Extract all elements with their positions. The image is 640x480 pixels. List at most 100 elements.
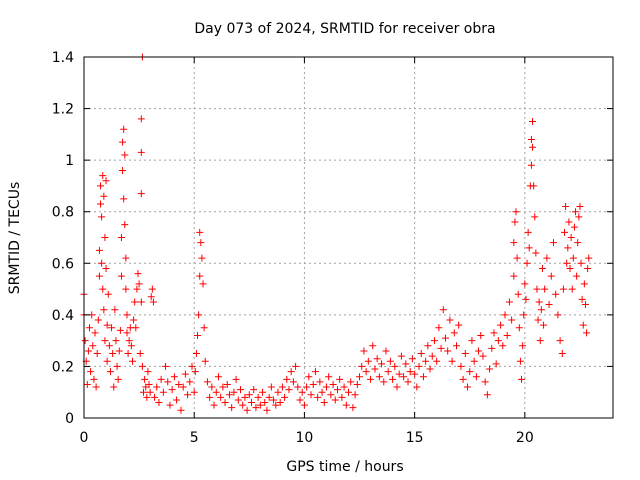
data-point-plus [441,334,449,342]
data-point-plus [245,391,253,399]
data-point-plus [276,399,284,407]
data-point-plus [131,298,139,306]
data-point-plus [210,401,218,409]
data-point-plus [164,378,172,386]
data-point-plus [307,391,315,399]
data-point-plus [530,182,538,190]
data-point-plus [569,254,577,262]
data-point-plus [411,370,419,378]
data-point-plus [241,393,249,401]
data-point-plus [84,347,92,355]
data-point-plus [367,375,375,383]
data-point-plus [406,368,414,376]
data-point-plus [173,396,181,404]
data-point-plus [428,352,436,360]
data-point-plus [391,362,399,370]
data-point-plus [568,285,576,293]
data-point-plus [254,393,262,401]
data-point-plus [537,306,545,314]
data-point-plus [514,290,522,298]
data-point-plus [450,329,458,337]
data-points [80,53,593,414]
data-point-plus [111,306,119,314]
data-point-plus [123,329,131,337]
data-point-plus [223,380,231,388]
data-point-plus [488,344,496,352]
data-point-plus [243,406,251,414]
data-point-plus [535,298,543,306]
data-point-plus [353,380,361,388]
data-point-plus [461,350,469,358]
data-point-plus [194,331,202,339]
data-point-plus [292,362,300,370]
data-point-plus [143,393,151,401]
data-point-plus [122,254,130,262]
data-point-plus [510,239,518,247]
data-point-plus [311,368,319,376]
data-point-plus [148,285,156,293]
data-point-plus [162,362,170,370]
data-point-plus [101,337,109,345]
data-point-plus [524,228,532,236]
data-point-plus [503,331,511,339]
data-point-plus [184,391,192,399]
data-point-plus [527,161,535,169]
data-point-plus [575,213,583,221]
data-point-plus [576,203,584,211]
data-point-plus [81,337,89,345]
y-axis-label: SRMTID / TECUs [7,182,23,295]
data-point-plus [196,272,204,280]
data-point-plus [481,378,489,386]
data-point-plus [97,182,105,190]
data-point-plus [137,115,145,123]
data-point-plus [320,399,328,407]
data-point-plus [221,399,229,407]
data-point-plus [136,350,144,358]
data-point-plus [501,311,509,319]
data-point-plus [214,373,222,381]
data-point-plus [413,383,421,391]
data-point-plus [543,254,551,262]
data-point-plus [347,378,355,386]
data-point-plus [483,391,491,399]
data-point-plus [285,386,293,394]
data-point-plus [444,347,452,355]
y-tick-label: 0 [65,411,74,427]
data-point-plus [364,357,372,365]
data-point-plus [191,368,199,376]
data-point-plus [540,321,548,329]
data-point-plus [138,362,146,370]
data-point-plus [523,259,531,267]
data-point-plus [415,362,423,370]
data-point-plus [356,373,364,381]
axis-ticks: 0 5 10 15 20 0 0.2 0.4 0.6 0.8 1 1.2 1.4 [52,50,613,446]
data-point-plus [533,285,541,293]
data-point-plus [380,378,388,386]
data-point-plus [198,254,206,262]
data-point-plus [554,311,562,319]
data-point-plus [119,138,127,146]
data-point-plus [217,393,225,401]
data-point-plus [455,321,463,329]
data-point-plus [448,357,456,365]
data-point-plus [521,280,529,288]
data-point-plus [132,324,140,332]
data-point-plus [87,368,95,376]
data-point-plus [479,352,487,360]
data-point-plus [585,254,593,262]
data-point-plus [541,285,549,293]
data-point-plus [422,357,430,365]
data-point-plus [157,375,165,383]
data-point-plus [261,399,269,407]
data-point-plus [124,350,132,358]
data-point-plus [532,249,540,257]
data-point-plus [149,298,157,306]
data-point-plus [565,218,573,226]
data-point-plus [197,239,205,247]
data-point-plus [267,383,275,391]
data-point-plus [305,373,313,381]
data-point-plus [492,360,500,368]
data-point-plus [98,259,106,267]
data-point-plus [408,355,416,363]
